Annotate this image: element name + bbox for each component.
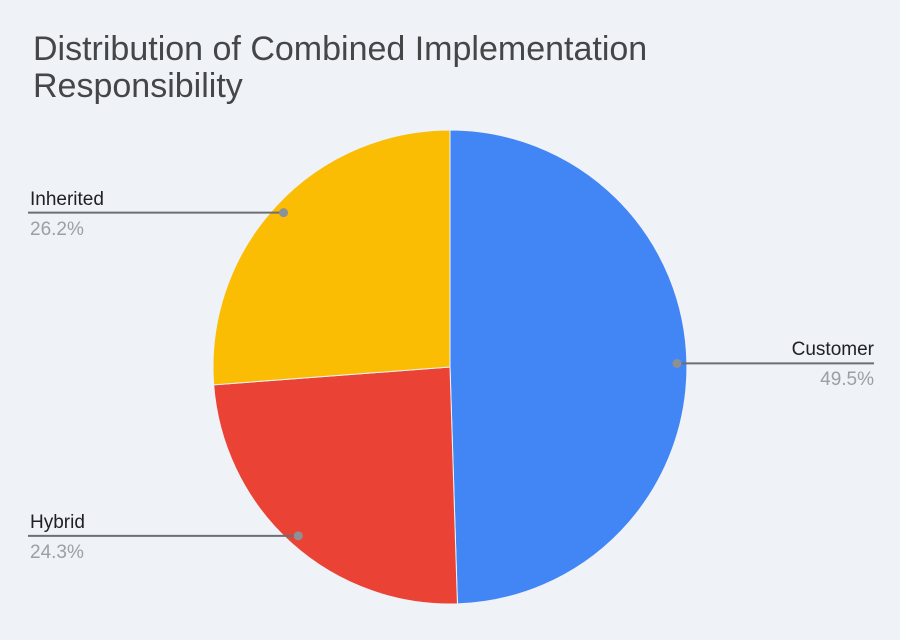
callout-dot-customer xyxy=(672,358,682,368)
callout-hybrid: Hybrid 24.3% xyxy=(30,511,85,564)
slice-label-inherited: Inherited xyxy=(30,188,104,210)
chart-title: Distribution of Combined Implementation … xyxy=(33,30,648,105)
slice-percent-customer: 49.5% xyxy=(820,369,874,391)
callout-customer: Customer 49.5% xyxy=(792,338,874,391)
slice-percent-inherited: 26.2% xyxy=(30,218,84,240)
pie-slice-hybrid xyxy=(213,366,458,605)
slice-label-hybrid: Hybrid xyxy=(30,511,85,533)
callout-dot-inherited xyxy=(279,208,289,218)
pie-slice-customer xyxy=(449,129,688,605)
callout-dot-hybrid xyxy=(293,531,303,541)
slice-label-customer: Customer xyxy=(791,339,874,361)
pie-slice-inherited xyxy=(212,129,451,386)
callout-inherited: Inherited 26.2% xyxy=(30,188,104,241)
slice-percent-hybrid: 24.3% xyxy=(30,541,84,563)
